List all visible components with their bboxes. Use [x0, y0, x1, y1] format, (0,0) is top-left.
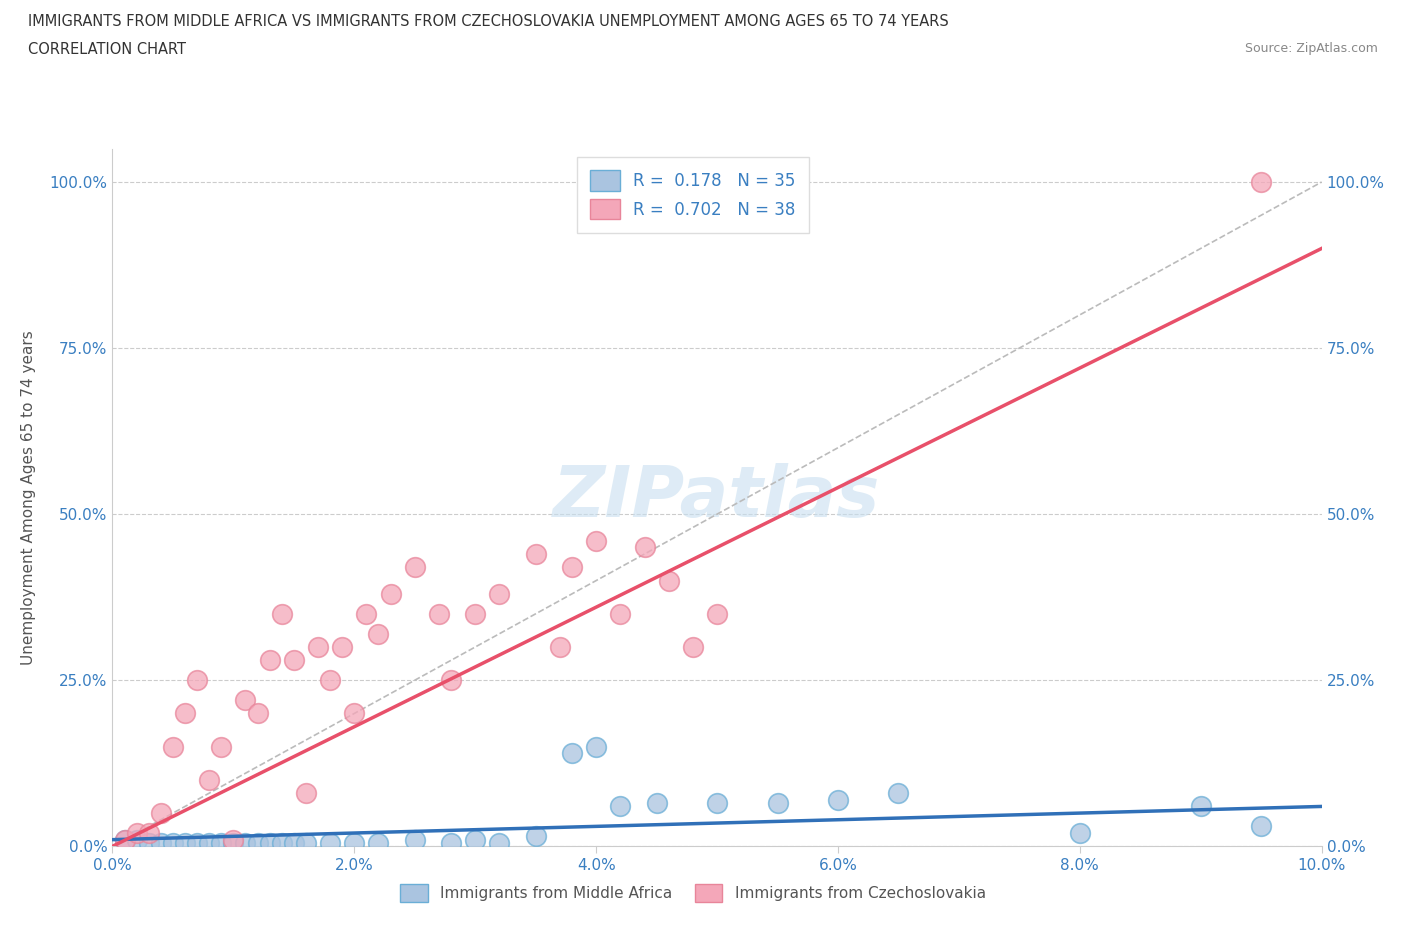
Y-axis label: Unemployment Among Ages 65 to 74 years: Unemployment Among Ages 65 to 74 years: [21, 330, 35, 665]
Point: [404, 560, 426, 575]
Point: [440, 672, 463, 687]
Point: [149, 835, 172, 850]
Point: [524, 829, 547, 844]
Point: [464, 606, 486, 621]
Point: [307, 640, 329, 655]
Point: [222, 835, 245, 850]
Point: [367, 835, 389, 850]
Point: [585, 533, 607, 548]
Text: IMMIGRANTS FROM MIDDLE AFRICA VS IMMIGRANTS FROM CZECHOSLOVAKIA UNEMPLOYMENT AMO: IMMIGRANTS FROM MIDDLE AFRICA VS IMMIGRA…: [28, 14, 949, 29]
Point: [198, 835, 221, 850]
Point: [356, 606, 378, 621]
Point: [319, 835, 342, 850]
Point: [174, 706, 197, 721]
Point: [149, 805, 172, 820]
Point: [259, 835, 281, 850]
Text: CORRELATION CHART: CORRELATION CHART: [28, 42, 186, 57]
Point: [380, 587, 402, 602]
Point: [585, 739, 607, 754]
Point: [706, 796, 728, 811]
Point: [561, 560, 583, 575]
Point: [1189, 799, 1212, 814]
Point: [270, 606, 292, 621]
Point: [186, 835, 208, 850]
Point: [658, 573, 681, 588]
Point: [319, 672, 342, 687]
Point: [209, 739, 232, 754]
Point: [138, 835, 160, 850]
Point: [209, 835, 232, 850]
Point: [1069, 826, 1091, 841]
Point: [645, 796, 668, 811]
Point: [367, 626, 389, 641]
Point: [1250, 819, 1272, 834]
Point: [827, 792, 849, 807]
Point: [343, 706, 366, 721]
Point: [125, 832, 148, 847]
Point: [609, 799, 631, 814]
Point: [706, 606, 728, 621]
Point: [464, 832, 486, 847]
Point: [283, 653, 305, 668]
Point: [283, 835, 305, 850]
Point: [887, 786, 910, 801]
Point: [222, 832, 245, 847]
Point: [162, 835, 184, 850]
Point: [138, 826, 160, 841]
Point: [174, 835, 197, 850]
Point: [427, 606, 450, 621]
Text: Source: ZipAtlas.com: Source: ZipAtlas.com: [1244, 42, 1378, 55]
Point: [295, 786, 318, 801]
Point: [343, 835, 366, 850]
Point: [235, 835, 257, 850]
Point: [440, 835, 463, 850]
Point: [246, 835, 269, 850]
Point: [125, 826, 148, 841]
Point: [186, 672, 208, 687]
Legend: Immigrants from Middle Africa, Immigrants from Czechoslovakia: Immigrants from Middle Africa, Immigrant…: [394, 878, 991, 909]
Point: [114, 832, 136, 847]
Point: [259, 653, 281, 668]
Point: [524, 547, 547, 562]
Point: [162, 739, 184, 754]
Point: [295, 835, 318, 850]
Point: [633, 540, 655, 555]
Point: [114, 832, 136, 847]
Point: [235, 693, 257, 708]
Point: [488, 835, 510, 850]
Point: [609, 606, 631, 621]
Point: [561, 746, 583, 761]
Point: [270, 835, 292, 850]
Point: [766, 796, 789, 811]
Point: [1250, 175, 1272, 190]
Point: [404, 832, 426, 847]
Point: [330, 640, 353, 655]
Point: [682, 640, 704, 655]
Point: [198, 773, 221, 788]
Point: [488, 587, 510, 602]
Point: [246, 706, 269, 721]
Text: ZIPatlas: ZIPatlas: [554, 463, 880, 532]
Point: [548, 640, 571, 655]
